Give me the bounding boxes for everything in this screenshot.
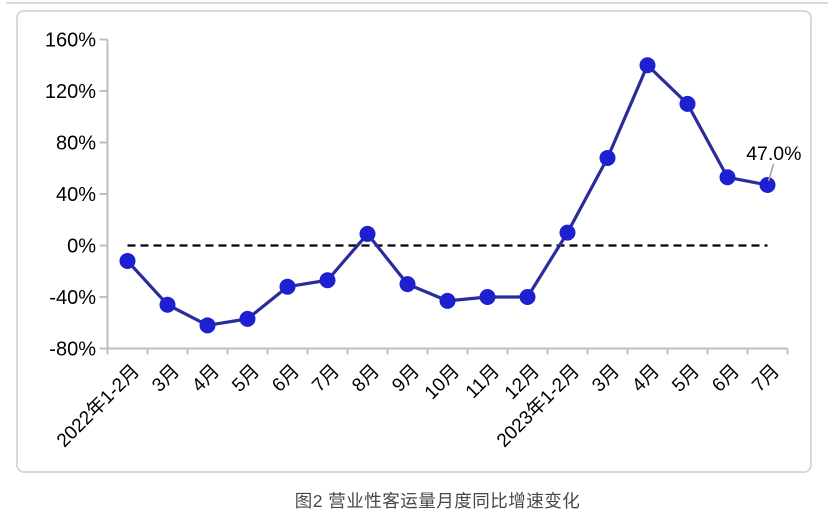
data-point-marker: [199, 317, 216, 334]
data-point-marker: [279, 278, 296, 295]
data-point-marker: [439, 292, 456, 309]
x-axis-tick-label: 4月: [628, 361, 664, 397]
top-divider-line: [6, 2, 828, 4]
data-point-marker: [359, 225, 376, 242]
data-point-marker: [519, 289, 536, 305]
last-point-data-label: 47.0%: [746, 143, 801, 165]
x-axis-tick-label: 5月: [228, 361, 264, 397]
data-point-marker: [639, 57, 656, 74]
x-axis-tick-label: 6月: [708, 361, 744, 397]
data-point-marker: [679, 95, 696, 112]
line-chart: 160%120%80%40%0%-40%-80%2022年1-2月 3月 4月 5月 6…: [45, 30, 802, 452]
data-point-marker: [239, 310, 256, 327]
x-axis-tick-label: 3月: [148, 361, 184, 397]
data-point-marker: [559, 224, 576, 241]
y-axis-tick-label: 80%: [56, 133, 96, 155]
x-axis-tick-label: 2022年1-2月: [52, 360, 144, 452]
x-axis-tick-label: 10月: [421, 361, 464, 404]
series-line: [125, 63, 770, 327]
x-axis-tick-label: 3月: [588, 361, 624, 397]
x-axis-tick-label: 7月: [748, 361, 784, 397]
x-axis-tick-label: 7月: [308, 361, 344, 397]
chart-frame: [16, 10, 812, 473]
data-point-marker: [399, 276, 416, 293]
data-point-marker: [599, 149, 616, 166]
data-point-marker: [479, 289, 496, 305]
y-axis-tick-label: -40%: [49, 287, 96, 309]
x-axis-tick-label: 8月: [348, 361, 384, 397]
y-axis-tick-label: 120%: [45, 81, 96, 103]
y-axis-tick-label: -80%: [49, 339, 96, 361]
y-axis-tick-label: 0%: [67, 236, 96, 258]
data-point-marker: [759, 176, 776, 193]
y-axis-tick-label: 40%: [56, 184, 96, 206]
x-axis-tick-label: 9月: [388, 361, 424, 397]
x-axis-tick-label: 11月: [462, 361, 504, 403]
x-axis-tick-label: 5月: [668, 361, 704, 397]
x-axis-tick-label: 4月: [188, 361, 224, 397]
data-point-marker: [119, 252, 136, 269]
x-axis-tick-label: 6月: [268, 361, 304, 397]
annotation-leader-line: [767, 163, 775, 182]
data-point-marker: [719, 169, 736, 186]
chart-caption: 图2 营业性客运量月度同比增速变化: [294, 491, 581, 511]
data-point-marker: [159, 296, 176, 313]
y-axis-tick-label: 160%: [45, 30, 96, 52]
data-point-marker: [319, 272, 336, 289]
